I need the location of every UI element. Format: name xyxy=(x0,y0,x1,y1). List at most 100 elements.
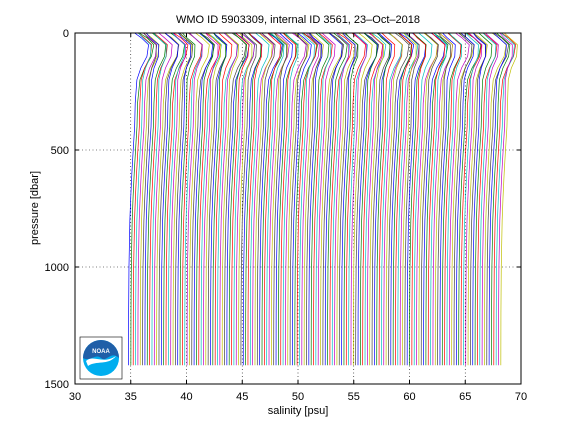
profile-line xyxy=(271,32,288,366)
profile-line xyxy=(498,32,513,366)
profile-line xyxy=(144,32,159,366)
profile-line xyxy=(484,32,507,366)
profile-line xyxy=(175,32,194,366)
profiles xyxy=(128,32,518,366)
profile-line xyxy=(418,32,438,366)
profile-line xyxy=(263,32,281,366)
profile-line xyxy=(252,32,275,366)
profile-line xyxy=(196,32,215,366)
profile-line xyxy=(261,32,284,366)
profile-line xyxy=(486,32,510,366)
profile-line xyxy=(198,32,221,366)
profile-line xyxy=(254,32,273,366)
profile-line xyxy=(425,32,449,366)
profile-line xyxy=(479,32,497,366)
noaa-logo: NOAA xyxy=(79,336,123,380)
profile-line xyxy=(434,32,453,366)
profile-line xyxy=(350,32,367,366)
profile-line xyxy=(149,32,168,366)
profile-line xyxy=(306,32,322,366)
profile-line xyxy=(151,32,167,366)
x-axis-label: salinity [psu] xyxy=(268,405,329,417)
profile-line xyxy=(170,32,187,366)
profile-line xyxy=(477,32,498,366)
profile-line xyxy=(294,32,318,366)
profile-line xyxy=(177,32,191,366)
profile-line xyxy=(245,32,262,366)
profile-line xyxy=(395,32,413,366)
profile-line xyxy=(491,32,511,366)
profile-line xyxy=(224,32,247,366)
profile-line xyxy=(289,32,308,366)
profile-line xyxy=(336,32,356,366)
profile-line xyxy=(381,32,403,366)
profile-line xyxy=(308,32,323,366)
x-tick-label: 60 xyxy=(403,391,415,403)
profile-line xyxy=(296,32,317,366)
profile-line xyxy=(420,32,439,366)
profile-line xyxy=(249,32,270,366)
profile-line xyxy=(231,32,250,366)
x-tick-label: 65 xyxy=(459,391,471,403)
profile-line xyxy=(416,32,439,366)
profile-line xyxy=(259,32,283,366)
profile-line xyxy=(392,32,412,366)
profile-line xyxy=(299,32,315,366)
x-tick-label: 55 xyxy=(348,391,360,403)
profile-line xyxy=(409,32,427,366)
profile-line xyxy=(221,32,240,366)
logo-text: NOAA xyxy=(92,349,110,355)
profile-line xyxy=(186,32,203,366)
y-tick-label: 0 xyxy=(63,28,69,40)
profile-line xyxy=(338,32,358,366)
x-tick-label: 35 xyxy=(125,391,137,403)
profile-line xyxy=(348,32,368,366)
x-tick-label: 70 xyxy=(515,391,527,403)
profile-line xyxy=(451,32,475,366)
profile-line xyxy=(367,32,383,366)
profile-line xyxy=(463,32,479,366)
profile-line xyxy=(385,32,403,366)
profile-line xyxy=(282,32,299,366)
profile-line xyxy=(331,32,350,366)
profile-line xyxy=(390,32,415,366)
profile-line xyxy=(322,32,345,366)
profile-line xyxy=(388,32,410,366)
profile-line xyxy=(292,32,312,366)
profile-line xyxy=(217,32,239,366)
profile-line xyxy=(369,32,384,366)
profile-line xyxy=(352,32,373,366)
profile-line xyxy=(376,32,391,366)
profile-line xyxy=(411,32,426,366)
profile-line xyxy=(212,32,227,366)
profile-line xyxy=(285,32,307,366)
profile-line xyxy=(228,32,248,366)
profile-line xyxy=(343,32,359,366)
profile-line xyxy=(275,32,293,366)
profile-line xyxy=(474,32,493,366)
profile-line xyxy=(266,32,285,366)
profile-line xyxy=(313,32,333,366)
chart-title: WMO ID 5903309, internal ID 3561, 23–Oct… xyxy=(176,14,420,26)
profile-line xyxy=(334,32,350,366)
profile-line xyxy=(355,32,380,366)
profile-line xyxy=(437,32,451,366)
x-tick-label: 40 xyxy=(180,391,192,403)
profile-line xyxy=(465,32,483,366)
profile-line xyxy=(493,32,517,366)
profile-line xyxy=(472,32,486,366)
profile-line xyxy=(280,32,297,366)
profile-line xyxy=(430,32,448,366)
profile-line xyxy=(359,32,378,366)
profile-line xyxy=(470,32,487,366)
profile-line xyxy=(130,32,155,366)
profile-line xyxy=(310,32,330,366)
profile-line xyxy=(439,32,456,366)
profile-line xyxy=(467,32,488,366)
profile-line xyxy=(219,32,238,366)
profile-line xyxy=(444,32,462,366)
logo-sky xyxy=(83,340,119,360)
profile-line xyxy=(142,32,157,366)
profile-line xyxy=(327,32,348,366)
profile-line xyxy=(453,32,473,366)
